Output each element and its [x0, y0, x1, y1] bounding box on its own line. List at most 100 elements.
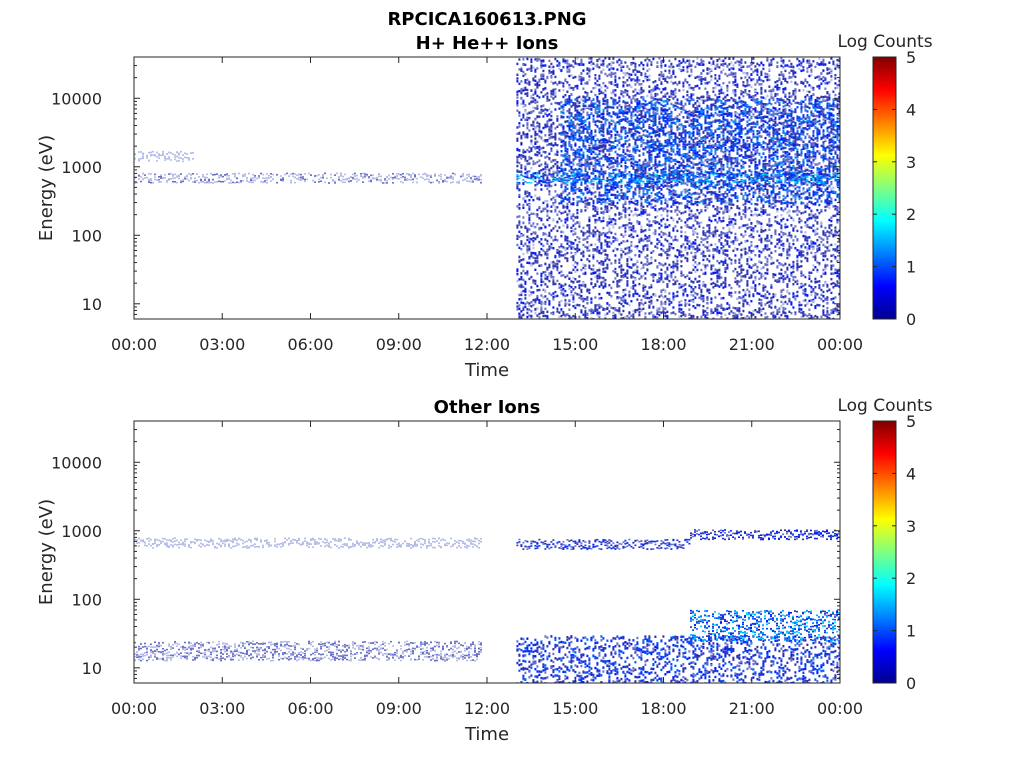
heatmap-cell: [516, 234, 519, 238]
heatmap-cell: [546, 277, 549, 281]
heatmap-cell: [636, 308, 639, 312]
heatmap-cell: [640, 204, 643, 207]
heatmap-cell: [704, 234, 707, 237]
heatmap-cell: [660, 311, 663, 314]
heatmap-cell: [654, 101, 657, 105]
heatmap-cell: [686, 90, 689, 94]
heatmap-cell: [300, 179, 302, 182]
heatmap-cell: [652, 305, 655, 309]
heatmap-cell: [550, 210, 553, 213]
heatmap-cell: [284, 173, 286, 176]
heatmap-cell: [656, 98, 659, 101]
heatmap-cell: [532, 145, 535, 148]
heatmap-cell: [650, 261, 653, 265]
heatmap-cell: [546, 200, 549, 203]
heatmap-cell: [534, 237, 537, 241]
heatmap-cell: [682, 85, 685, 88]
heatmap-cell: [366, 173, 368, 176]
heatmap-cell: [522, 244, 525, 247]
heatmap-cell: [690, 111, 693, 114]
heatmap-cell: [548, 69, 551, 72]
heatmap-cell: [638, 113, 641, 116]
heatmap-cell: [674, 108, 677, 111]
heatmap-cell: [588, 231, 591, 234]
heatmap-cell: [646, 257, 649, 261]
heatmap-cell: [694, 219, 697, 222]
heatmap-cell: [454, 173, 456, 176]
heatmap-cell: [588, 96, 591, 100]
heatmap-cell: [706, 68, 709, 71]
heatmap-cell: [536, 115, 539, 119]
heatmap-cell: [522, 306, 525, 309]
heatmap-cell: [212, 174, 214, 176]
heatmap-cell: [516, 90, 519, 93]
heatmap-cell: [582, 231, 585, 234]
heatmap-cell: [668, 163, 671, 166]
heatmap-cell: [614, 159, 617, 162]
heatmap-cell: [522, 113, 525, 116]
heatmap-cell: [650, 273, 653, 277]
heatmap-cell: [176, 160, 178, 162]
heatmap-cell: [590, 297, 593, 300]
heatmap-cell: [608, 81, 611, 84]
heatmap-cell: [566, 236, 569, 239]
heatmap-cell: [558, 166, 561, 169]
heatmap-cell: [648, 164, 651, 167]
heatmap-cell: [522, 74, 525, 77]
heatmap-cell: [554, 108, 557, 111]
heatmap-cell: [340, 172, 342, 175]
heatmap-cell: [536, 294, 539, 298]
heatmap-cell: [390, 176, 392, 179]
heatmap-cell: [602, 117, 605, 121]
heatmap-cell: [636, 81, 639, 84]
heatmap-cell: [516, 100, 519, 103]
heatmap-cell: [672, 171, 675, 174]
heatmap-cell: [566, 257, 569, 260]
heatmap-cell: [194, 177, 196, 180]
heatmap-cell: [672, 227, 675, 230]
heatmap-cell: [596, 274, 599, 277]
heatmap-cell: [154, 154, 156, 156]
heatmap-cell: [706, 161, 709, 164]
heatmap-cell: [520, 88, 523, 91]
heatmap-cell: [586, 313, 589, 316]
heatmap-cell: [518, 255, 521, 258]
heatmap-cell: [646, 146, 649, 149]
heatmap-cell: [582, 200, 585, 204]
heatmap-cell: [644, 76, 647, 80]
heatmap-cell: [616, 130, 619, 134]
heatmap-cell: [530, 58, 533, 61]
heatmap-cell: [606, 245, 609, 248]
heatmap-cell: [706, 82, 709, 85]
heatmap-cell: [604, 270, 607, 273]
heatmap-cell: [668, 131, 671, 134]
heatmap-cell: [640, 261, 643, 264]
heatmap-cell: [410, 179, 412, 181]
heatmap-cell: [626, 315, 629, 318]
heatmap-cell: [550, 205, 553, 208]
heatmap-cell: [538, 253, 541, 256]
heatmap-cell: [156, 160, 158, 162]
heatmap-cell: [592, 255, 595, 259]
heatmap-cell: [568, 212, 571, 215]
heatmap-cell: [452, 172, 454, 175]
heatmap-cell: [608, 217, 611, 221]
heatmap-cell: [614, 78, 617, 81]
heatmap-cell: [656, 138, 659, 141]
heatmap-cell: [594, 169, 597, 172]
heatmap-cell: [626, 93, 629, 97]
heatmap-cell: [640, 276, 643, 279]
heatmap-cell: [668, 69, 671, 72]
heatmap-cell: [546, 139, 549, 142]
heatmap-cell: [416, 181, 418, 184]
heatmap-cell: [642, 174, 645, 177]
heatmap-cell: [462, 179, 464, 182]
heatmap-cell: [354, 175, 356, 177]
heatmap-cell: [560, 81, 563, 84]
heatmap-cell: [664, 69, 667, 73]
heatmap-cell: [708, 167, 711, 170]
heatmap-cell: [650, 256, 653, 259]
heatmap-cell: [618, 309, 621, 312]
heatmap-cell: [206, 176, 208, 179]
heatmap-cell: [252, 177, 254, 179]
